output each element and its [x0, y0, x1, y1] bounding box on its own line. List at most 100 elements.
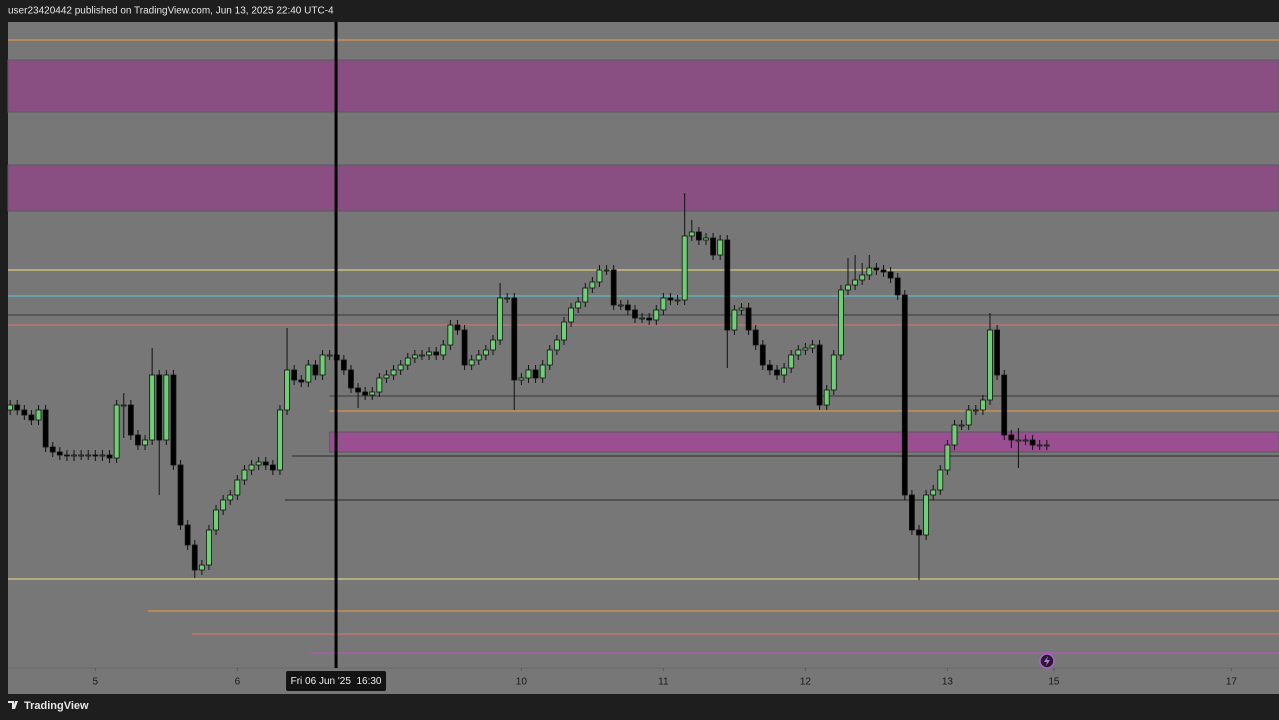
- candle-body: [106, 454, 113, 459]
- candle-body: [972, 409, 979, 412]
- candle-body: [213, 509, 219, 531]
- candle-body: [284, 369, 290, 411]
- candle-body: [617, 304, 624, 307]
- candle-body: [980, 399, 986, 411]
- crosshair-label-box: [286, 671, 387, 691]
- candle-body: [348, 369, 354, 389]
- candle-body: [411, 354, 418, 359]
- candle-body: [78, 454, 85, 457]
- x-tick-label: 11: [658, 677, 669, 688]
- candle-body: [674, 299, 681, 302]
- candle-body: [603, 269, 610, 272]
- candle-body: [873, 267, 880, 271]
- x-tick-label: 15: [1048, 677, 1060, 688]
- candle-body: [695, 231, 702, 241]
- crosshair-label: Fri 06 Jun '25 16:30: [291, 676, 382, 687]
- candle-body: [355, 387, 361, 393]
- candle-body: [539, 364, 546, 379]
- candle-body: [312, 364, 319, 376]
- header: user23420442 published on TradingView.co…: [8, 6, 334, 17]
- candle-body: [887, 271, 894, 279]
- candle-body: [248, 464, 255, 471]
- candle-body: [681, 235, 688, 301]
- candle-body: [319, 354, 326, 376]
- candle-body: [958, 424, 965, 427]
- candle-body: [390, 369, 397, 376]
- candle-body: [816, 344, 823, 406]
- candle-body: [710, 237, 716, 256]
- zone: [329, 431, 1279, 453]
- candle-body: [113, 404, 120, 459]
- candle-body: [561, 321, 567, 341]
- candle-body: [688, 231, 695, 237]
- time-axis: [8, 668, 1279, 694]
- candle-body: [866, 267, 873, 276]
- candle-body: [859, 274, 866, 281]
- candle-body: [454, 324, 461, 331]
- candle-body: [255, 461, 262, 466]
- candle-body: [426, 351, 432, 356]
- candle-body: [42, 409, 49, 448]
- candle-body: [291, 369, 298, 381]
- candle-body: [504, 297, 511, 300]
- candle-body: [511, 297, 518, 381]
- candle-body: [376, 377, 383, 393]
- candle-body: [717, 239, 724, 256]
- candle-body: [880, 269, 887, 273]
- candle-body: [184, 524, 191, 546]
- candle-body: [596, 269, 603, 283]
- candle-body: [28, 414, 35, 421]
- candle-body: [987, 329, 993, 401]
- candle-body: [170, 374, 177, 466]
- candle-body: [553, 339, 560, 351]
- candle-body: [965, 409, 972, 426]
- candle-body: [177, 464, 184, 526]
- candle-body: [234, 479, 241, 496]
- candle-body: [1036, 444, 1043, 447]
- candle-body: [241, 469, 248, 481]
- candle-body: [220, 499, 227, 511]
- candle-body: [667, 297, 674, 301]
- candle-body: [127, 404, 134, 436]
- candle-body: [326, 354, 333, 357]
- candle-body: [497, 297, 503, 341]
- candle-body: [795, 349, 802, 356]
- candle-body: [830, 354, 837, 391]
- candle-body: [745, 307, 752, 331]
- candle-body: [852, 279, 858, 286]
- x-tick-label: 17: [1226, 677, 1238, 688]
- candle-body: [788, 354, 795, 369]
- candle-body: [838, 289, 844, 356]
- candle-body: [227, 494, 234, 501]
- candle-body: [1022, 439, 1029, 442]
- candle-body: [142, 439, 148, 446]
- candles: [7, 193, 1050, 580]
- candle-body: [582, 287, 589, 303]
- zone: [7, 164, 1279, 212]
- candle-body: [660, 297, 667, 311]
- candle-body: [930, 489, 937, 496]
- x-tick-label: 5: [93, 677, 99, 688]
- x-tick-label: 6: [235, 677, 241, 688]
- candle-body: [774, 369, 780, 376]
- candle-body: [440, 344, 447, 356]
- candle-body: [298, 379, 305, 383]
- candle-body: [767, 364, 773, 371]
- plot-area: [8, 22, 1279, 668]
- candle-body: [731, 309, 738, 331]
- candle-body: [419, 354, 425, 357]
- alert-icon: [1039, 653, 1055, 669]
- candle-body: [781, 367, 787, 376]
- candle-body: [135, 434, 141, 446]
- candle-body: [64, 454, 70, 457]
- candle-body: [49, 446, 56, 453]
- candle-body: [277, 409, 283, 471]
- candle-body: [383, 374, 390, 379]
- candle-body: [482, 349, 489, 356]
- candle-body: [632, 309, 638, 319]
- alert-icon-bolt: [1044, 656, 1050, 666]
- candle-body: [1015, 439, 1022, 442]
- candle-body: [589, 281, 596, 289]
- candle-body: [447, 324, 454, 346]
- candle-body: [14, 404, 21, 411]
